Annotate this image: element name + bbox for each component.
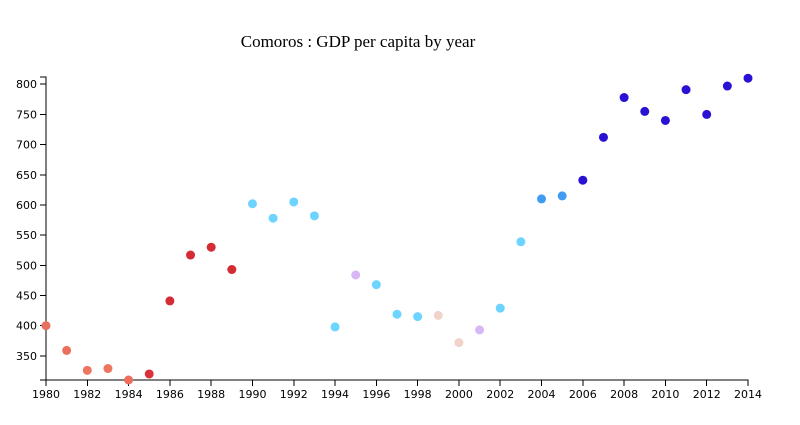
data-point[interactable] [41,321,51,331]
x-tick-label: 1992 [280,388,308,401]
data-point[interactable] [186,250,196,260]
data-point[interactable] [309,211,319,221]
y-tick-label: 400 [16,320,37,333]
axes: 350 400 450 500 550 600 650 700 750 800 1980 1982 19… [16,76,762,401]
data-point[interactable] [268,213,278,223]
data-point[interactable] [413,312,423,322]
y-tick-label: 450 [16,289,37,302]
data-point[interactable] [619,93,629,103]
data-point[interactable] [537,194,547,204]
x-tick-label: 1996 [362,388,390,401]
data-point[interactable] [640,106,650,116]
data-point[interactable] [371,280,381,290]
x-tick-label: 2014 [734,388,762,401]
x-axis-line [45,379,749,386]
data-point[interactable] [392,309,402,319]
data-points [41,73,753,385]
x-tick-label: 2012 [693,388,721,401]
data-point[interactable] [62,345,72,355]
data-point[interactable] [124,375,134,385]
x-tick-label: 2006 [569,388,597,401]
x-tick-label: 1988 [197,388,225,401]
x-tick-label: 1990 [238,388,266,401]
data-point[interactable] [433,310,443,320]
data-point[interactable] [206,242,216,252]
data-point[interactable] [743,73,753,83]
x-tick-label: 2010 [651,388,679,401]
data-point[interactable] [227,265,237,275]
y-tick-label: 500 [16,259,37,272]
x-tick-label: 2000 [445,388,473,401]
y-tick-label: 350 [16,350,37,363]
data-point[interactable] [247,199,257,209]
chart-title: Comoros : GDP per capita by year [241,32,476,51]
x-tick-label: 2004 [528,388,556,401]
data-point[interactable] [660,115,670,125]
data-point[interactable] [289,197,299,207]
x-tick-label: 1984 [115,388,143,401]
data-point[interactable] [681,85,691,95]
data-point[interactable] [144,369,154,379]
y-axis-line [40,76,47,381]
data-point[interactable] [103,364,113,374]
data-point[interactable] [330,322,340,332]
x-tick-label: 2008 [610,388,638,401]
data-point[interactable] [351,270,361,280]
data-point[interactable] [702,109,712,119]
y-tick-label: 600 [16,199,37,212]
data-point[interactable] [165,296,175,306]
data-point[interactable] [722,81,732,91]
data-point[interactable] [82,365,92,375]
data-point[interactable] [475,325,485,335]
data-point[interactable] [495,303,505,313]
data-point[interactable] [454,338,464,348]
x-tick-label: 1982 [73,388,101,401]
data-point[interactable] [578,175,588,185]
x-tick-label: 1994 [321,388,349,401]
y-tick-label: 550 [16,229,37,242]
x-tick-label: 1998 [404,388,432,401]
data-point[interactable] [557,191,567,201]
y-tick-label: 800 [16,78,37,91]
data-point[interactable] [598,132,608,142]
x-tick-label: 1986 [156,388,184,401]
x-tick-label: 1980 [32,388,60,401]
y-tick-label: 650 [16,169,37,182]
y-tick-label: 750 [16,108,37,121]
y-tick-label: 700 [16,139,37,152]
x-tick-label: 2002 [486,388,514,401]
data-point[interactable] [516,237,526,247]
